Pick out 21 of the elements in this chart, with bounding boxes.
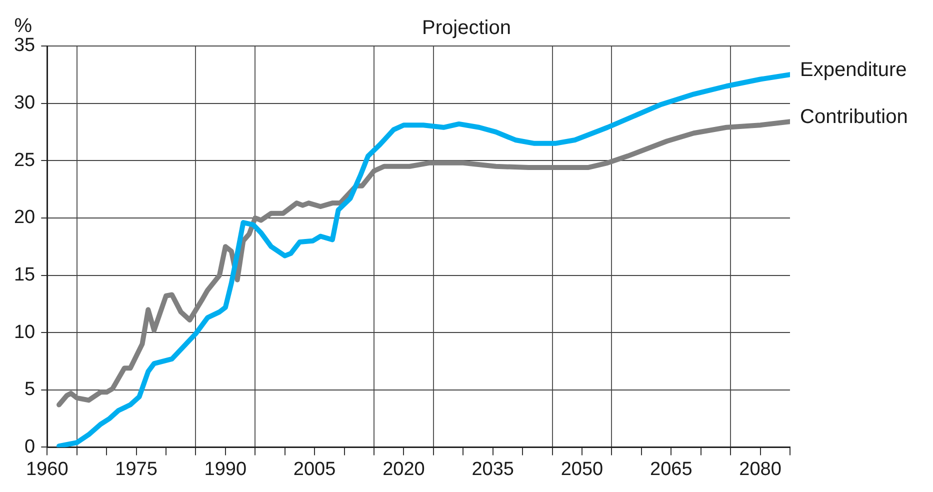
x-tick-label: 2020 [382,458,425,480]
x-tick-label: 2035 [472,458,514,480]
y-axis-title: % [14,15,32,37]
series-label: Expenditure [800,59,907,82]
x-tick-label: 2065 [650,458,692,480]
y-tick-label: 5 [24,379,36,400]
series-label: Contribution [800,106,908,128]
x-tick-label: 1990 [204,458,247,480]
y-tick-label: 0 [24,436,36,458]
y-tick-label: 10 [14,322,36,343]
y-tick-label: 25 [14,150,36,171]
x-tick-label: 2050 [560,458,604,480]
x-tick-label: 2080 [739,458,782,480]
y-tick-label: 20 [14,207,36,228]
chart-title: Projection [422,17,511,39]
y-tick-label: 30 [14,92,36,114]
x-tick-label: 1960 [26,458,68,480]
x-tick-label: 1975 [115,458,158,480]
y-tick-label: 35 [14,35,36,56]
x-tick-label: 2005 [293,458,336,480]
y-tick-label: 15 [14,264,36,286]
